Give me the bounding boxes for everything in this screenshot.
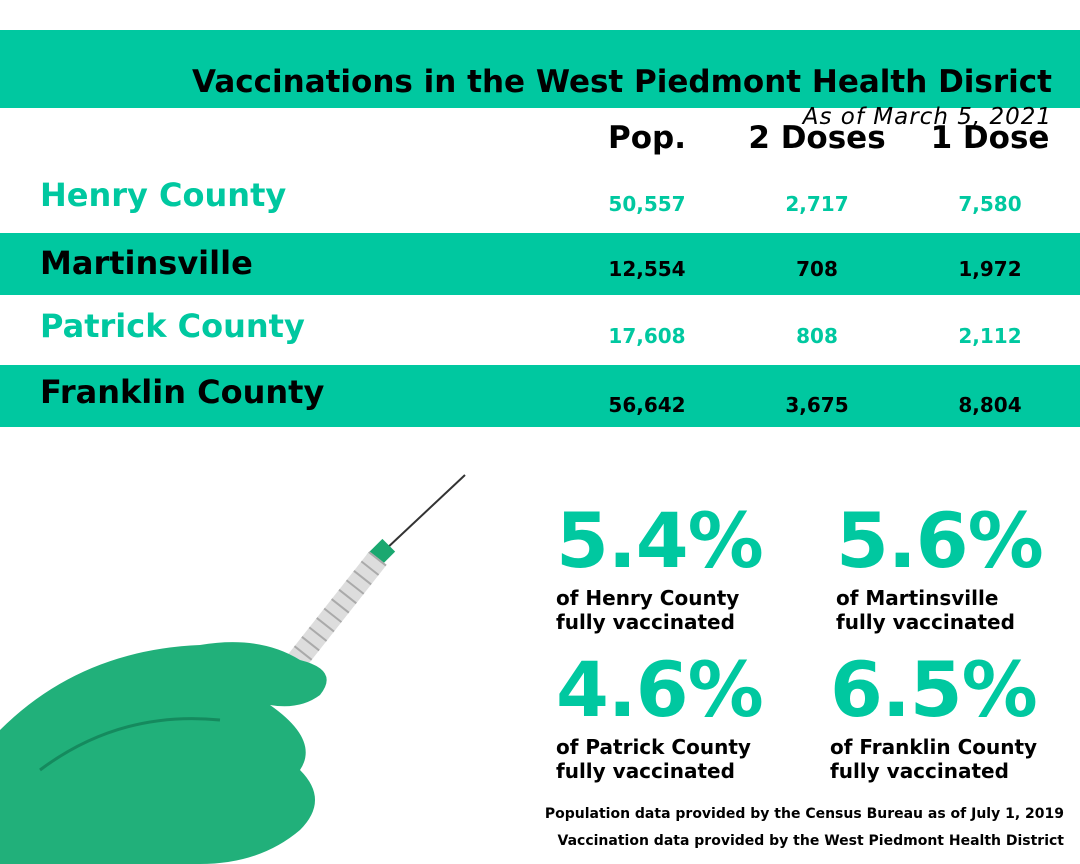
one-dose-cell: 2,112 [958, 324, 1022, 348]
stat-percent: 5.4% [556, 496, 764, 585]
column-header-2-doses: 2 Doses [748, 120, 886, 156]
stat-label: fully vaccinated [830, 759, 1009, 783]
two-doses-cell: 2,717 [785, 192, 849, 216]
two-doses-cell: 3,675 [785, 393, 849, 417]
table-row: Henry County 50,557 2,717 7,580 [0, 170, 1080, 232]
stat-label: of Franklin County [830, 735, 1038, 759]
pop-cell: 17,608 [608, 324, 686, 348]
page-title: Vaccinations in the West Piedmont Health… [192, 64, 1052, 100]
row-name: Henry County [40, 176, 287, 214]
one-dose-cell: 1,972 [958, 257, 1022, 281]
stat-percent: 4.6% [556, 645, 764, 734]
stat-label: of Henry County [556, 586, 740, 610]
stat-label: of Martinsville [836, 586, 999, 610]
page-subtitle: As of March 5, 2021 [802, 104, 1052, 130]
table-row: Martinsville 12,554 708 1,972 [0, 233, 1080, 295]
row-name: Franklin County [40, 373, 325, 411]
table-row: Patrick County 17,608 808 2,112 [0, 295, 1080, 365]
pop-cell: 12,554 [608, 257, 686, 281]
stat-patrick: 4.6% of Patrick County fully vaccinated [556, 645, 764, 783]
column-header-pop: Pop. [608, 120, 686, 156]
stat-henry: 5.4% of Henry County fully vaccinated [556, 496, 764, 634]
stat-percent: 5.6% [836, 496, 1044, 585]
stat-label: fully vaccinated [836, 610, 1015, 634]
gloved-hand-syringe-illustration [0, 474, 466, 864]
pop-cell: 50,557 [608, 192, 686, 216]
stat-label: fully vaccinated [556, 610, 735, 634]
footnote-population: Population data provided by the Census B… [544, 806, 1064, 822]
column-header-1-dose: 1 Dose [930, 120, 1050, 156]
two-doses-cell: 708 [796, 257, 838, 281]
title-banner: Vaccinations in the West Piedmont Health… [0, 30, 1080, 130]
one-dose-cell: 8,804 [958, 393, 1022, 417]
one-dose-cell: 7,580 [958, 192, 1022, 216]
stat-franklin: 6.5% of Franklin County fully vaccinated [830, 645, 1038, 783]
row-name: Patrick County [40, 307, 305, 345]
footnote-vaccination: Vaccination data provided by the West Pi… [557, 833, 1064, 849]
stat-label: fully vaccinated [556, 759, 735, 783]
two-doses-cell: 808 [796, 324, 838, 348]
pop-cell: 56,642 [608, 393, 686, 417]
table-row: Franklin County 56,642 3,675 8,804 [0, 365, 1080, 427]
stat-label: of Patrick County [556, 735, 751, 759]
stat-percent: 6.5% [830, 645, 1038, 734]
stat-martinsville: 5.6% of Martinsville fully vaccinated [836, 496, 1044, 634]
row-name: Martinsville [40, 244, 253, 282]
